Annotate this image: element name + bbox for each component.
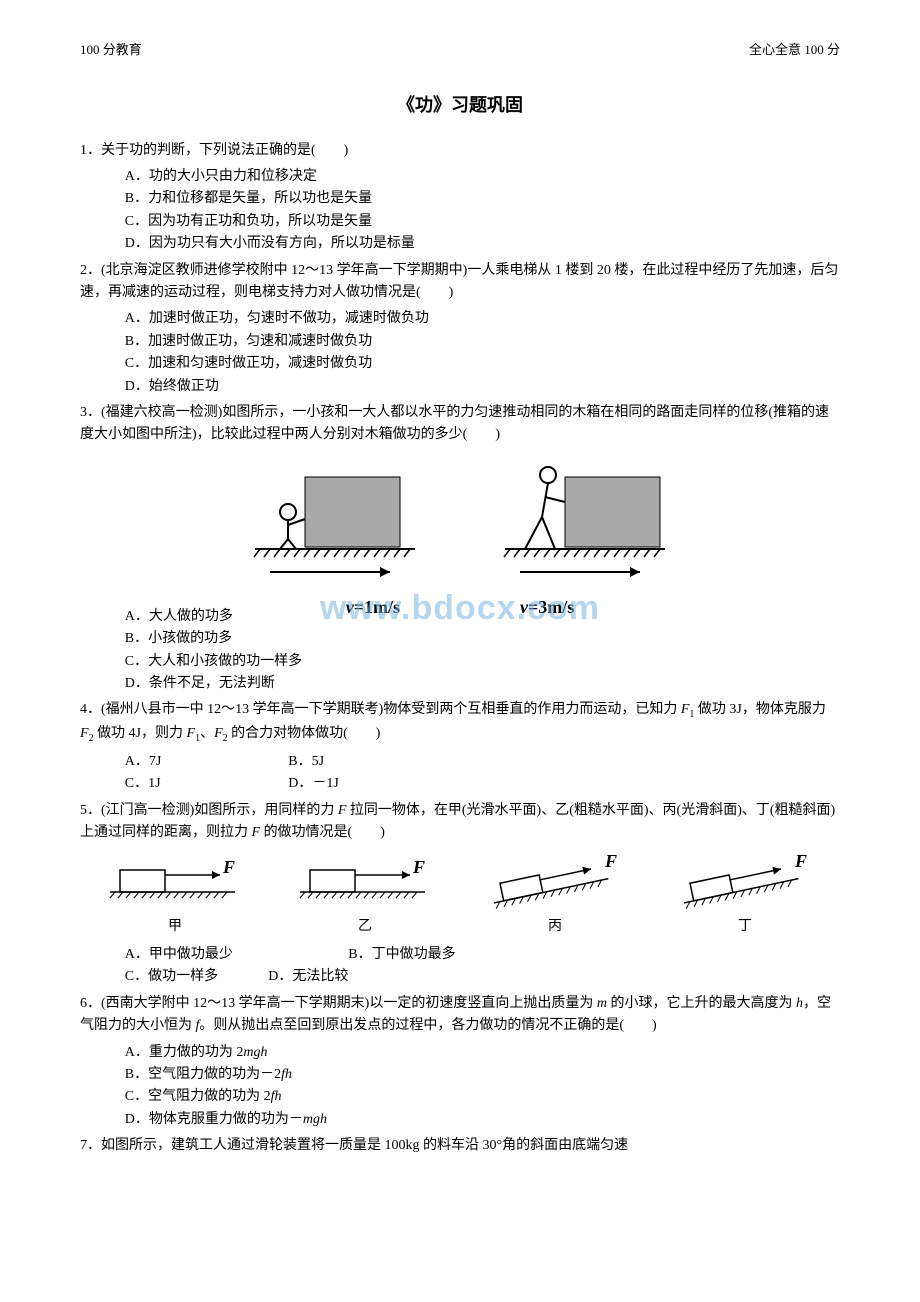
q4-opt-a: A．7J xyxy=(125,751,285,773)
q3-opt-d: D．条件不足，无法判断 xyxy=(125,673,840,695)
q5-opt-c: C．做功一样多 xyxy=(125,966,265,988)
q5-cap-yi: 乙 xyxy=(358,916,372,938)
q3-v2-label: v=3m/s xyxy=(520,593,574,622)
q3-opt-b: B．小孩做的功多 xyxy=(125,628,840,650)
q5-fig-bing: F xyxy=(485,855,625,910)
svg-text:F: F xyxy=(604,855,617,871)
page-title: 《功》习题巩固 xyxy=(80,91,840,120)
q5-fig-yi: F xyxy=(295,855,435,910)
q5-opt-d: D．无法比较 xyxy=(268,966,428,988)
q5-captions: 甲 乙 丙 丁 xyxy=(80,916,840,938)
q6-opt-a: A．重力做的功为 2mgh xyxy=(125,1042,840,1064)
q4-opt-c: C．1J xyxy=(125,773,285,795)
q6-opt-c: C．空气阻力做的功为 2fh xyxy=(125,1086,840,1108)
q5-row1: A．甲中做功最少 B．丁中做功最多 xyxy=(125,944,840,966)
q5-fig-ding: F xyxy=(675,855,815,910)
svg-text:F: F xyxy=(794,855,807,871)
svg-text:F: F xyxy=(222,857,235,877)
q5-cap-bing: 丙 xyxy=(548,916,562,938)
header-left: 100 分教育 xyxy=(80,40,142,61)
q6-stem: 6．(西南大学附中 12～13 学年高一下学期期末)以一定的初速度竖直向上抛出质… xyxy=(80,993,840,1038)
q1-opt-d: D．因为功只有大小而没有方向，所以功是标量 xyxy=(125,233,840,255)
q1-stem: 1．关于功的判断，下列说法正确的是( ) xyxy=(80,140,840,162)
q4-row2: C．1J D．－1J xyxy=(125,773,840,795)
q3-opt-c: C．大人和小孩做的功一样多 xyxy=(125,651,840,673)
q1-opt-a: A．功的大小只由力和位移决定 xyxy=(125,166,840,188)
q5-cap-jia: 甲 xyxy=(168,916,182,938)
svg-text:F: F xyxy=(412,857,425,877)
q4-opt-b: B．5J xyxy=(288,751,448,773)
q5-stem: 5．(江门高一检测)如图所示，用同样的力 F 拉同一物体，在甲(光滑水平面)、乙… xyxy=(80,800,840,845)
q2-opt-b: B．加速时做正功，匀速和减速时做负功 xyxy=(125,331,840,353)
q2-opt-a: A．加速时做正功，匀速时不做功，减速时做负功 xyxy=(125,308,840,330)
q6-opt-d: D．物体克服重力做的功为－mgh xyxy=(125,1109,840,1131)
q3-stem: 3．(福建六校高一检测)如图所示，一小孩和一大人都以水平的力匀速推动相同的木箱在… xyxy=(80,402,840,447)
q5-row2: C．做功一样多 D．无法比较 xyxy=(125,966,840,988)
q7-stem: 7．如图所示，建筑工人通过滑轮装置将一质量是 100kg 的料车沿 30°角的斜… xyxy=(80,1135,840,1157)
q3-fig-adult xyxy=(500,457,670,587)
q4-row1: A．7J B．5J xyxy=(125,751,840,773)
q6-opt-b: B．空气阻力做的功为－2fh xyxy=(125,1064,840,1086)
q2-opt-d: D．始终做正功 xyxy=(125,376,840,398)
q3-figures xyxy=(80,457,840,587)
q1-opt-c: C．因为功有正功和负功，所以功是矢量 xyxy=(125,211,840,233)
q1-opt-b: B．力和位移都是矢量，所以功也是矢量 xyxy=(125,188,840,210)
q2-opt-c: C．加速和匀速时做正功，减速时做负功 xyxy=(125,353,840,375)
q5-fig-jia: F xyxy=(105,855,245,910)
q5-cap-ding: 丁 xyxy=(738,916,752,938)
q2-stem: 2．(北京海淀区教师进修学校附中 12～13 学年高一下学期期中)一人乘电梯从 … xyxy=(80,260,840,305)
q4-stem: 4．(福州八县市一中 12～13 学年高一下学期联考)物体受到两个互相垂直的作用… xyxy=(80,699,840,747)
q3-fig-child xyxy=(250,457,420,587)
q3-v1-label: v=1m/s xyxy=(346,593,400,622)
q4-opt-d: D．－1J xyxy=(288,773,448,795)
header-right: 全心全意 100 分 xyxy=(749,40,840,61)
q5-opt-b: B．丁中做功最多 xyxy=(348,944,508,966)
q5-figures: F F xyxy=(80,855,840,910)
q5-opt-a: A．甲中做功最少 xyxy=(125,944,345,966)
q3-opt-a: A．大人做的功多 xyxy=(125,606,840,628)
